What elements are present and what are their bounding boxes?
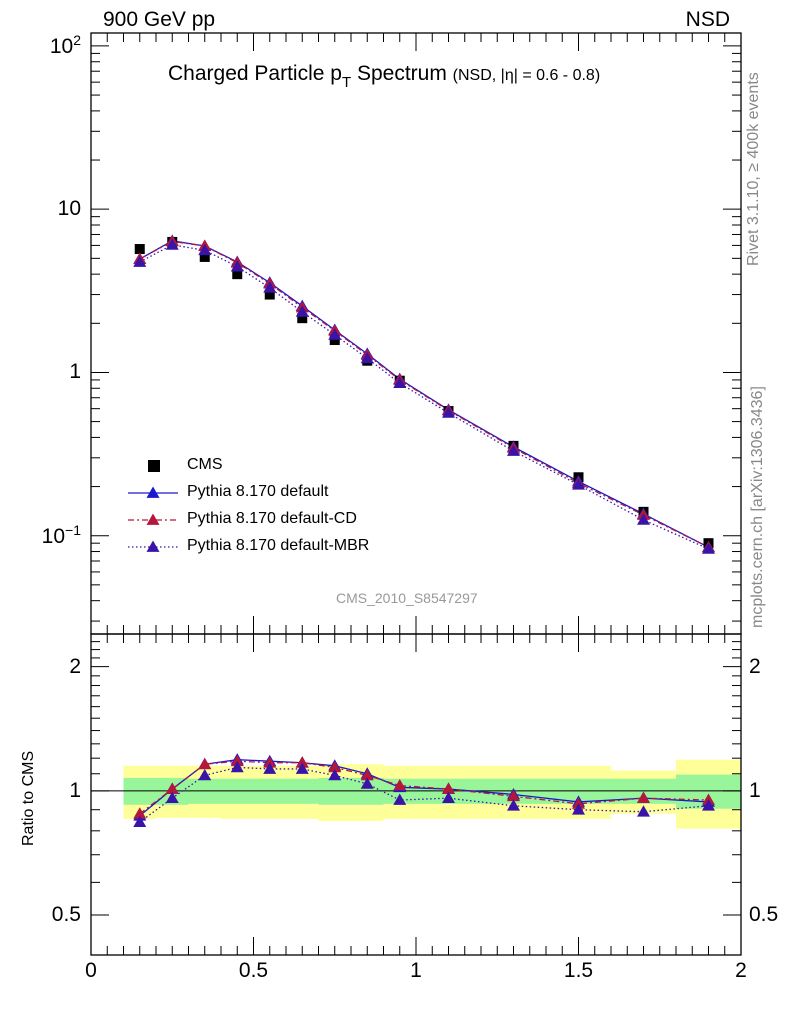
- ratio-marker-2: [328, 760, 342, 773]
- ratio-marker-2: [360, 768, 374, 781]
- legend: [128, 460, 178, 552]
- legend-symbol-cms: [148, 460, 160, 472]
- main-marker-3: [572, 478, 585, 490]
- cms-data-point: [329, 335, 340, 346]
- ratio-ylabel: Ratio to CMS: [20, 750, 37, 846]
- ratio-y-tick-label: 2: [69, 654, 81, 678]
- main-y-tick-label: 1: [69, 360, 81, 384]
- x-tick-label: 0.5: [238, 959, 269, 982]
- main-marker-3: [393, 376, 407, 389]
- ratio-marker-2: [507, 789, 520, 802]
- stat-uncertainty-band: [123, 777, 156, 805]
- plot-frames: [90, 32, 742, 956]
- ratio-marker-3: [295, 762, 309, 774]
- ratio-marker-3: [263, 762, 277, 774]
- x-tick-label: 1: [410, 959, 422, 982]
- ratio-marker-3: [702, 799, 715, 811]
- main-y-tick-label: 10−1: [41, 521, 81, 548]
- ratio-y-tick-label-right: 0.5: [749, 903, 779, 927]
- main-curve-2: [139, 240, 709, 548]
- main-marker-3: [133, 255, 147, 267]
- ratio-curve-2: [139, 760, 709, 815]
- main-marker-3: [442, 406, 455, 418]
- main-curve-1: [139, 240, 709, 548]
- ratio-marker-2: [572, 797, 585, 809]
- ratio-uncertainty-bands: [91, 759, 741, 829]
- axis-ticks: [90, 33, 742, 956]
- ratio-marker-3: [442, 791, 455, 804]
- ratio-marker-3: [198, 768, 212, 781]
- main-marker-3: [198, 243, 212, 256]
- cms-data-point: [199, 251, 210, 262]
- ratio-marker-2: [393, 779, 407, 791]
- ratio-y-tick-label: 0.5: [51, 903, 81, 927]
- main-marker-3: [702, 542, 715, 554]
- ratio-y-tick-label-right: 1: [749, 778, 761, 802]
- main-marker-3: [507, 444, 520, 456]
- ratio-marker-3: [572, 803, 585, 815]
- ratio-marker-3: [230, 760, 244, 773]
- cms-data-point: [264, 289, 275, 300]
- ratio-marker-2: [230, 754, 244, 767]
- energy-label: 900 GeV pp: [103, 8, 216, 31]
- legend-symbol: [146, 486, 160, 498]
- cms-data-point: [232, 269, 243, 280]
- ratio-marker-3: [360, 777, 374, 789]
- ratio-y-tick-label-right: 2: [749, 654, 761, 678]
- chart-title-main: Charged Particle p: [168, 62, 342, 85]
- x-tick-label: 1.5: [563, 959, 594, 982]
- main-marker-3: [328, 328, 342, 340]
- stat-uncertainty-band: [318, 777, 351, 805]
- ratio-marker-3: [637, 805, 650, 817]
- rivet-version-label: Rivet 3.1.10, ≥ 400k events: [745, 72, 762, 266]
- legend-symbol: [146, 513, 160, 525]
- ratio-marker-2: [165, 782, 179, 794]
- legend-entry: CMS: [187, 456, 223, 473]
- ratio-marker-2: [702, 793, 715, 805]
- x-tick-label: 0: [85, 959, 97, 982]
- ratio-marker-2: [263, 756, 277, 768]
- ratio-marker-3: [507, 799, 520, 811]
- main-y-tick-label: 102: [49, 31, 81, 58]
- ratio-marker-2: [295, 756, 309, 768]
- main-marker-3: [295, 305, 309, 317]
- ratio-marker-3: [133, 815, 147, 827]
- ratio-marker-2: [133, 807, 147, 819]
- main-marker-3: [360, 351, 374, 364]
- chart-subtitle: (NSD, |η| = 0.6 - 0.8): [452, 67, 601, 84]
- ratio-marker-3: [393, 793, 407, 805]
- legend-entry: Pythia 8.170 default-MBR: [187, 537, 370, 554]
- legend-entry: Pythia 8.170 default-CD: [187, 510, 357, 527]
- ratio-curve-3: [139, 766, 709, 823]
- main-curve-3: [139, 244, 709, 550]
- chart-title: Charged Particle pT Spectrum (NSD, |η| =…: [168, 62, 601, 92]
- process-label: NSD: [685, 8, 730, 31]
- chart-title-word: Spectrum: [356, 62, 447, 85]
- ratio-marker-2: [442, 782, 455, 794]
- ratio-marker-2: [637, 791, 650, 804]
- source-label: mcplots.cern.ch [arXiv:1306.3436]: [749, 386, 766, 628]
- main-marker-3: [637, 513, 650, 525]
- series-curves: [139, 240, 709, 823]
- series-markers: [133, 234, 715, 827]
- legend-symbol: [146, 540, 160, 552]
- cms-data-point: [297, 313, 308, 324]
- x-tick-label: 2: [735, 959, 747, 982]
- analysis-watermark: CMS_2010_S8547297: [336, 590, 478, 606]
- ratio-y-tick-label: 1: [69, 778, 81, 802]
- main-marker-3: [165, 238, 179, 250]
- ratio-marker-3: [328, 768, 342, 781]
- main-y-tick-label: 10: [57, 197, 81, 221]
- main-marker-3: [263, 281, 277, 293]
- ratio-marker-3: [165, 791, 179, 804]
- main-marker-3: [230, 260, 244, 272]
- ratio-marker-2: [198, 757, 212, 770]
- legend-entry: Pythia 8.170 default: [187, 483, 329, 500]
- cms-data-point: [134, 244, 145, 255]
- chart-title-subscript: T: [341, 74, 352, 92]
- ratio-plot-frame: [90, 633, 742, 956]
